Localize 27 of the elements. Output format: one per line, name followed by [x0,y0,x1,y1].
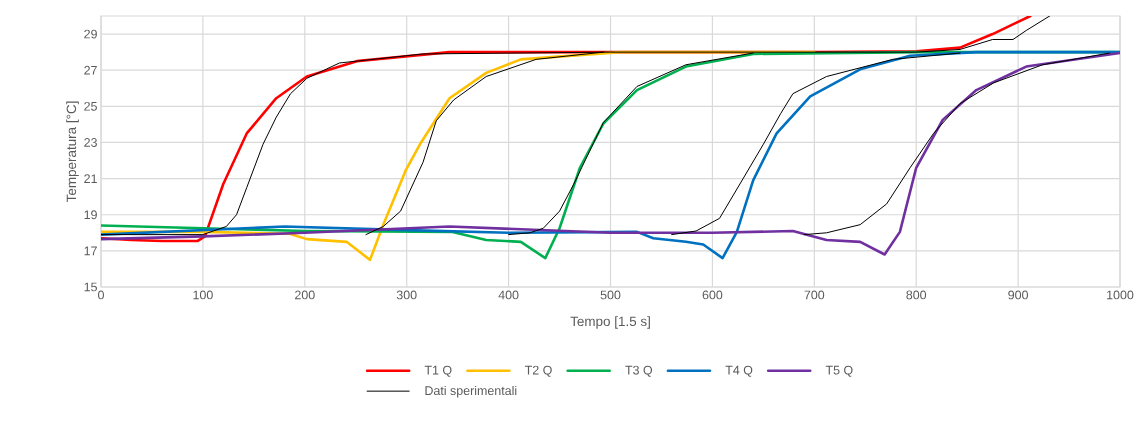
x-tick-label: 300 [396,290,417,300]
y-tick-label: 29 [84,29,97,39]
x-tick-label: 200 [295,290,315,300]
legend-label: T5 Q [825,365,853,377]
x-tick-label: 500 [600,290,621,300]
y-tick-label: 19 [84,210,97,220]
y-tick-label: 17 [84,246,97,256]
legend-label: T4 Q [725,365,753,377]
legend-label: T2 Q [524,365,552,377]
y-tick-label: 15 [84,282,97,292]
y-tick-label: 27 [84,65,97,75]
legend-label: T1 Q [424,365,452,377]
x-tick-label: 900 [1008,290,1028,300]
x-tick-label: 100 [193,290,213,300]
x-tick-label: 800 [906,290,927,300]
y-tick-label: 21 [84,174,97,183]
y-tick-label: 23 [84,138,97,147]
x-tick-label: 600 [702,290,723,300]
x-axis-title: Tempo [1.5 s] [570,316,650,329]
y-tick-label: 25 [84,101,97,111]
x-tick-label: 0 [98,290,104,300]
x-tick-label: 700 [804,290,825,300]
x-tick-label: 1000 [1107,290,1134,300]
legend-label: T3 Q [625,365,653,377]
legend-label: Dati sperimentali [425,385,517,398]
x-tick-label: 400 [498,290,519,300]
y-axis-title: Temperatura [°C] [66,101,79,203]
